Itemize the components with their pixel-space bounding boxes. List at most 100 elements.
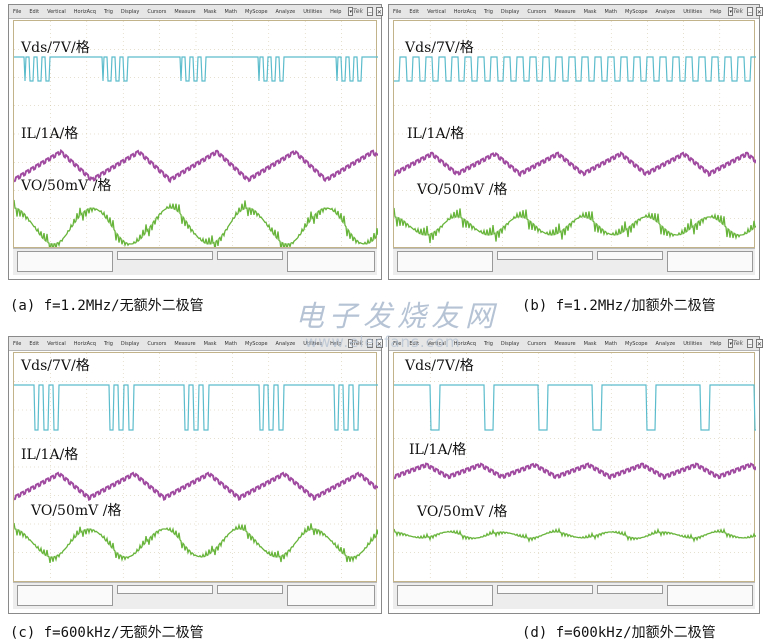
menu-help[interactable]: Help bbox=[330, 8, 342, 15]
status-bar bbox=[13, 248, 377, 275]
status-bar bbox=[393, 248, 755, 275]
menu-horizacq[interactable]: HorizAcq bbox=[73, 340, 96, 347]
trigger-readout bbox=[217, 251, 283, 260]
waveform-display bbox=[393, 352, 756, 582]
menu-trig[interactable]: Trig bbox=[103, 340, 113, 347]
menu-display[interactable]: Display bbox=[500, 340, 520, 347]
menu-math[interactable]: Math bbox=[224, 8, 238, 15]
minimize-icon[interactable]: ‒ bbox=[747, 7, 753, 16]
waveform-display bbox=[13, 352, 378, 582]
menu-myscope[interactable]: MyScope bbox=[625, 8, 648, 15]
trace-vo bbox=[14, 522, 378, 564]
menu-file[interactable]: File bbox=[13, 340, 22, 347]
menu-myscope[interactable]: MyScope bbox=[245, 340, 268, 347]
menu-vertical[interactable]: Vertical bbox=[427, 340, 446, 347]
menu-file[interactable]: File bbox=[393, 340, 402, 347]
menu-math[interactable]: Math bbox=[224, 340, 238, 347]
menu-measure[interactable]: Measure bbox=[174, 340, 196, 347]
menu-analyze[interactable]: Analyze bbox=[275, 8, 296, 15]
dropdown-arrow-icon[interactable]: ▾ bbox=[348, 7, 353, 16]
trace-il bbox=[394, 151, 756, 178]
menu-file[interactable]: File bbox=[13, 8, 22, 15]
waveform-svg bbox=[394, 353, 756, 581]
menu-edit[interactable]: Edit bbox=[29, 340, 40, 347]
channel-readout bbox=[397, 585, 493, 606]
menu-utilities[interactable]: Utilities bbox=[683, 340, 703, 347]
menu-edit[interactable]: Edit bbox=[409, 8, 420, 15]
menu-mask[interactable]: Mask bbox=[203, 8, 217, 15]
menu-cursors[interactable]: Cursors bbox=[527, 340, 547, 347]
label-vds: Vds/7V/格 bbox=[405, 358, 474, 374]
menu-cursors[interactable]: Cursors bbox=[527, 8, 547, 15]
menu-measure[interactable]: Measure bbox=[554, 8, 576, 15]
menu-trig[interactable]: Trig bbox=[483, 8, 493, 15]
label-vds: Vds/7V/格 bbox=[21, 40, 90, 56]
label-vo: VO/50mV /格 bbox=[31, 503, 122, 519]
label-vo: VO/50mV /格 bbox=[417, 182, 508, 198]
scope-menubar: File Edit Vertical HorizAcq Trig Display… bbox=[9, 5, 383, 19]
menu-analyze[interactable]: Analyze bbox=[275, 340, 296, 347]
close-icon[interactable]: ✕ bbox=[755, 339, 763, 348]
menu-edit[interactable]: Edit bbox=[409, 340, 420, 347]
watermark-url: www.elecfans.com bbox=[305, 333, 461, 351]
menu-file[interactable]: File bbox=[393, 8, 402, 15]
dropdown-arrow-icon[interactable]: ▾ bbox=[728, 7, 733, 16]
trace-il bbox=[394, 462, 756, 481]
waveform-display bbox=[393, 20, 756, 248]
menu-display[interactable]: Display bbox=[120, 340, 140, 347]
menu-math[interactable]: Math bbox=[604, 8, 618, 15]
menu-utilities[interactable]: Utilities bbox=[683, 8, 703, 15]
menu-cursors[interactable]: Cursors bbox=[147, 340, 167, 347]
menu-trig[interactable]: Trig bbox=[103, 8, 113, 15]
menu-myscope[interactable]: MyScope bbox=[245, 8, 268, 15]
measure-readout bbox=[117, 251, 213, 260]
menu-mask[interactable]: Mask bbox=[203, 340, 217, 347]
menu-utilities[interactable]: Utilities bbox=[303, 340, 323, 347]
menu-mask[interactable]: Mask bbox=[583, 8, 597, 15]
menu-analyze[interactable]: Analyze bbox=[655, 8, 676, 15]
minimize-icon[interactable]: ‒ bbox=[747, 339, 753, 348]
timebase-readout bbox=[667, 251, 753, 272]
dropdown-arrow-icon[interactable]: ▾ bbox=[728, 339, 733, 348]
minimize-icon[interactable]: ‒ bbox=[367, 7, 373, 16]
close-icon[interactable]: ✕ bbox=[375, 7, 383, 16]
menu-trig[interactable]: Trig bbox=[483, 340, 493, 347]
graticule bbox=[14, 353, 378, 581]
menu-vertical[interactable]: Vertical bbox=[47, 8, 66, 15]
menu-display[interactable]: Display bbox=[120, 8, 140, 15]
menu-analyze[interactable]: Analyze bbox=[655, 340, 676, 347]
label-il: IL/1A/格 bbox=[409, 442, 467, 458]
menu-horizacq[interactable]: HorizAcq bbox=[453, 8, 476, 15]
timebase-readout bbox=[287, 585, 375, 606]
dropdown-arrow-icon[interactable]: ▾ bbox=[348, 339, 353, 348]
minimize-icon[interactable]: ‒ bbox=[367, 339, 373, 348]
menu-myscope[interactable]: MyScope bbox=[625, 340, 648, 347]
close-icon[interactable]: ✕ bbox=[755, 7, 763, 16]
menu-mask[interactable]: Mask bbox=[583, 340, 597, 347]
menu-measure[interactable]: Measure bbox=[174, 8, 196, 15]
menu-display[interactable]: Display bbox=[500, 8, 520, 15]
menu-measure[interactable]: Measure bbox=[554, 340, 576, 347]
trace-il bbox=[14, 471, 378, 501]
menu-math[interactable]: Math bbox=[604, 340, 618, 347]
menu-edit[interactable]: Edit bbox=[29, 8, 40, 15]
watermark-logo: 电子发烧友网 bbox=[295, 299, 500, 333]
menu-vertical[interactable]: Vertical bbox=[427, 8, 446, 15]
menu-help[interactable]: Help bbox=[710, 340, 722, 347]
timebase-readout bbox=[667, 585, 753, 606]
menu-horizacq[interactable]: HorizAcq bbox=[453, 340, 476, 347]
label-vds: Vds/7V/格 bbox=[405, 40, 474, 56]
trigger-readout bbox=[597, 585, 663, 594]
menu-horizacq[interactable]: HorizAcq bbox=[73, 8, 96, 15]
menu-cursors[interactable]: Cursors bbox=[147, 8, 167, 15]
trigger-readout bbox=[217, 585, 283, 594]
trace-vo bbox=[394, 527, 756, 544]
waveform-svg bbox=[14, 353, 378, 581]
menu-help[interactable]: Help bbox=[330, 340, 342, 347]
label-il: IL/1A/格 bbox=[21, 447, 79, 463]
menu-utilities[interactable]: Utilities bbox=[303, 8, 323, 15]
menu-vertical[interactable]: Vertical bbox=[47, 340, 66, 347]
scope-menubar: File Edit Vertical HorizAcq Trig Display… bbox=[9, 337, 383, 351]
close-icon[interactable]: ✕ bbox=[375, 339, 383, 348]
menu-help[interactable]: Help bbox=[710, 8, 722, 15]
